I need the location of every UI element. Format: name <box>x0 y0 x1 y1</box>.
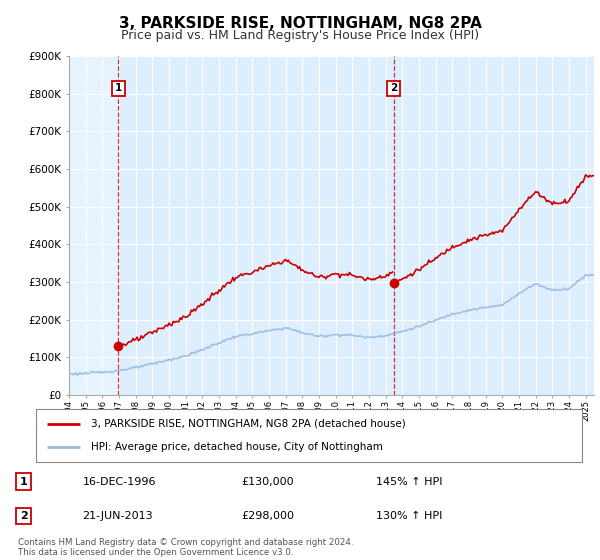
Text: 3, PARKSIDE RISE, NOTTINGHAM, NG8 2PA: 3, PARKSIDE RISE, NOTTINGHAM, NG8 2PA <box>119 16 481 31</box>
Text: Price paid vs. HM Land Registry's House Price Index (HPI): Price paid vs. HM Land Registry's House … <box>121 29 479 42</box>
FancyBboxPatch shape <box>36 409 582 462</box>
Text: 21-JUN-2013: 21-JUN-2013 <box>82 511 153 521</box>
Text: £298,000: £298,000 <box>241 511 294 521</box>
Text: 145% ↑ HPI: 145% ↑ HPI <box>376 477 443 487</box>
Text: HPI: Average price, detached house, City of Nottingham: HPI: Average price, detached house, City… <box>91 442 382 452</box>
Text: 130% ↑ HPI: 130% ↑ HPI <box>376 511 443 521</box>
Bar <box>69 56 118 395</box>
Text: Contains HM Land Registry data © Crown copyright and database right 2024.
This d: Contains HM Land Registry data © Crown c… <box>18 538 353 557</box>
Text: 16-DEC-1996: 16-DEC-1996 <box>82 477 156 487</box>
Text: 3, PARKSIDE RISE, NOTTINGHAM, NG8 2PA (detached house): 3, PARKSIDE RISE, NOTTINGHAM, NG8 2PA (d… <box>91 419 406 429</box>
Text: 2: 2 <box>390 83 397 93</box>
Text: £130,000: £130,000 <box>241 477 294 487</box>
Text: 2: 2 <box>20 511 28 521</box>
Text: 1: 1 <box>115 83 122 93</box>
Text: 1: 1 <box>20 477 28 487</box>
